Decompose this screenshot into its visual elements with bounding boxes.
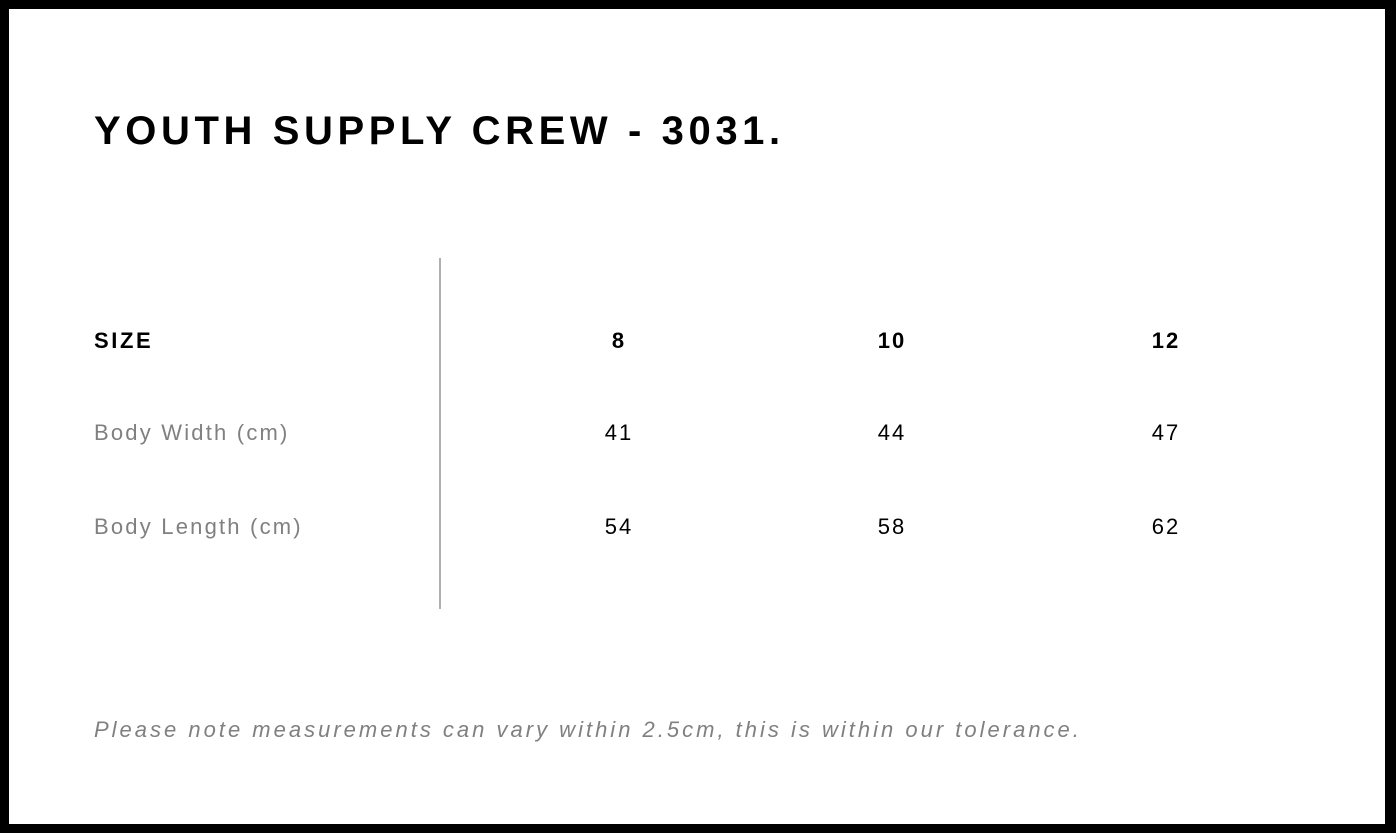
table-cell: 62	[1151, 514, 1181, 539]
table-cell: 58	[877, 514, 907, 539]
table-cell: 47	[1151, 420, 1181, 445]
table-cell: 41	[604, 420, 634, 445]
size-header-cell: 8	[611, 328, 627, 353]
tolerance-note: Please note measurements can vary within…	[94, 717, 1082, 742]
row-label-body-length: Body Length (cm)	[94, 514, 303, 539]
table-cell: 54	[604, 514, 634, 539]
size-chart-card: YOUTH SUPPLY CREW - 3031. SIZE 8 10 12 B…	[9, 9, 1385, 824]
page-title: YOUTH SUPPLY CREW - 3031.	[94, 109, 785, 153]
row-label-body-width: Body Width (cm)	[94, 420, 290, 445]
size-header-cell: 12	[1151, 328, 1181, 353]
column-divider	[439, 258, 441, 609]
table-cell: 44	[877, 420, 907, 445]
size-header-label: SIZE	[94, 328, 154, 353]
size-header-cell: 10	[877, 328, 907, 353]
